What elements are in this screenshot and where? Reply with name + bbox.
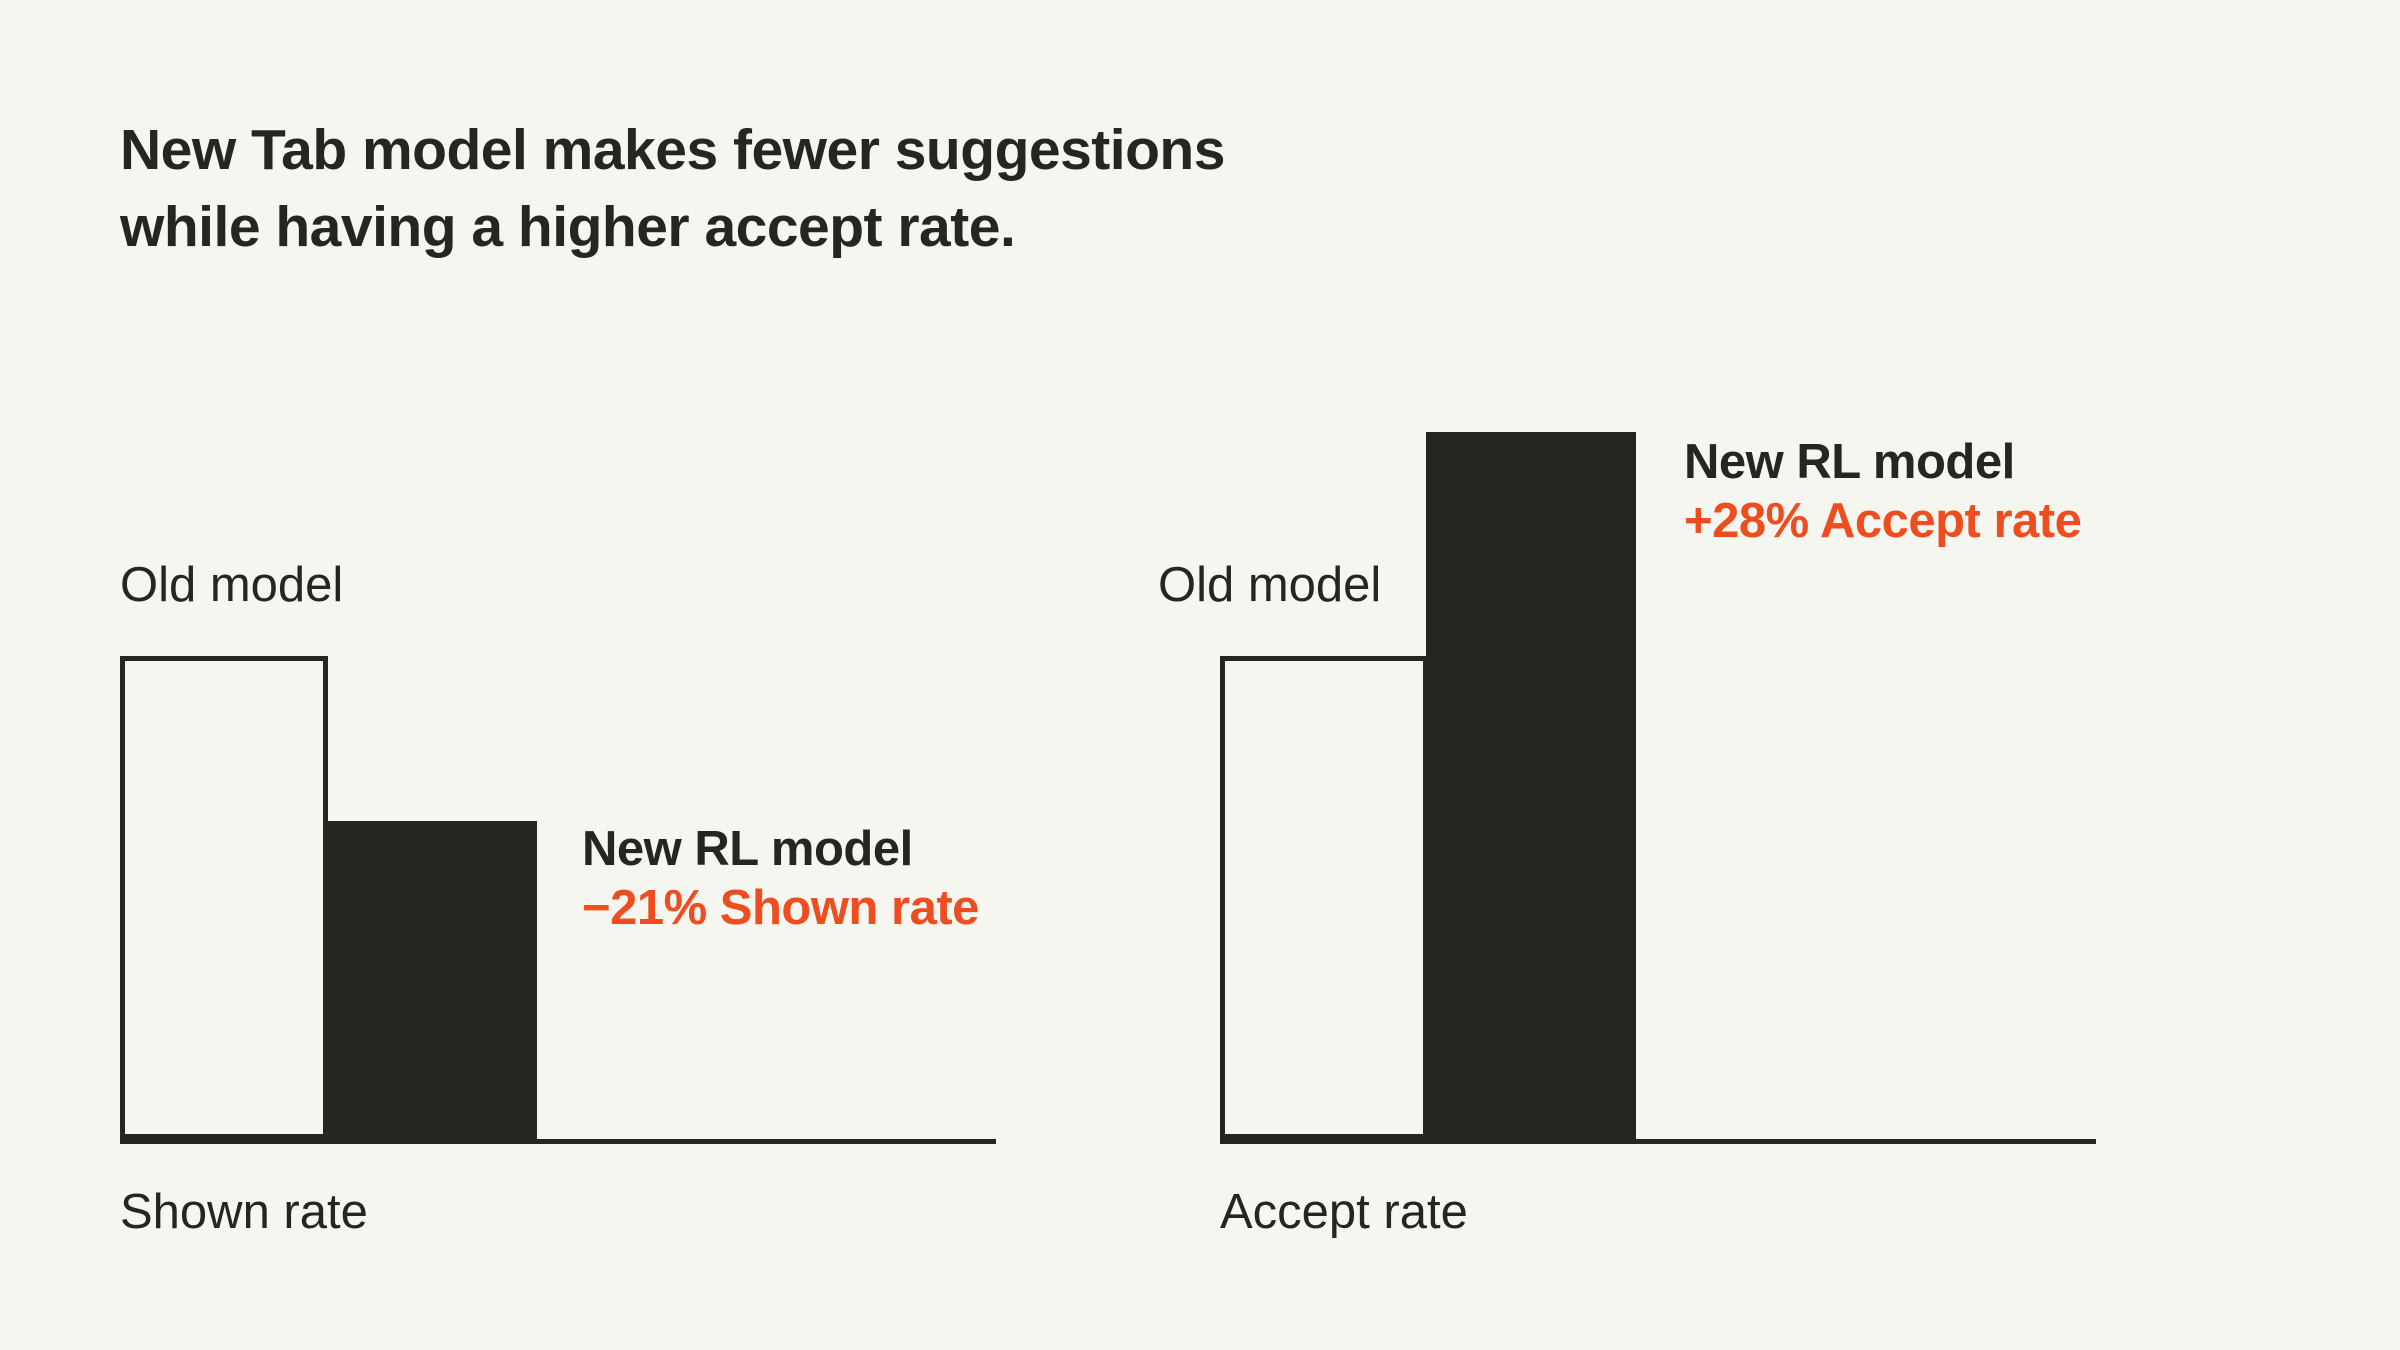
accept-annotation-delta: +28% Accept rate [1684,494,2082,548]
shown-old-model-label: Old model [120,558,344,612]
chart-title: New Tab model makes fewer suggestions wh… [120,112,1225,266]
accept-axis-baseline [1220,1139,2096,1144]
accept-old-model-label: Old model [1158,558,1382,612]
shown-old-model-bar [120,656,328,1139]
accept-new-rl-model-bar [1426,432,1636,1139]
shown-annotation-delta: −21% Shown rate [582,881,979,935]
shown-annotation-model-name: New RL model [582,822,913,876]
shown-annotation: New RL model −21% Shown rate [582,820,979,938]
accept-old-model-bar [1220,656,1428,1139]
chart-title-line2: while having a higher accept rate. [120,195,1016,259]
shown-axis-baseline [120,1139,996,1144]
shown-axis-label: Shown rate [120,1185,368,1239]
accept-annotation: New RL model +28% Accept rate [1684,433,2082,551]
accept-annotation-model-name: New RL model [1684,435,2015,489]
accept-axis-label: Accept rate [1220,1185,1468,1239]
chart-title-line1: New Tab model makes fewer suggestions [120,118,1225,182]
shown-new-rl-model-bar [328,821,537,1139]
